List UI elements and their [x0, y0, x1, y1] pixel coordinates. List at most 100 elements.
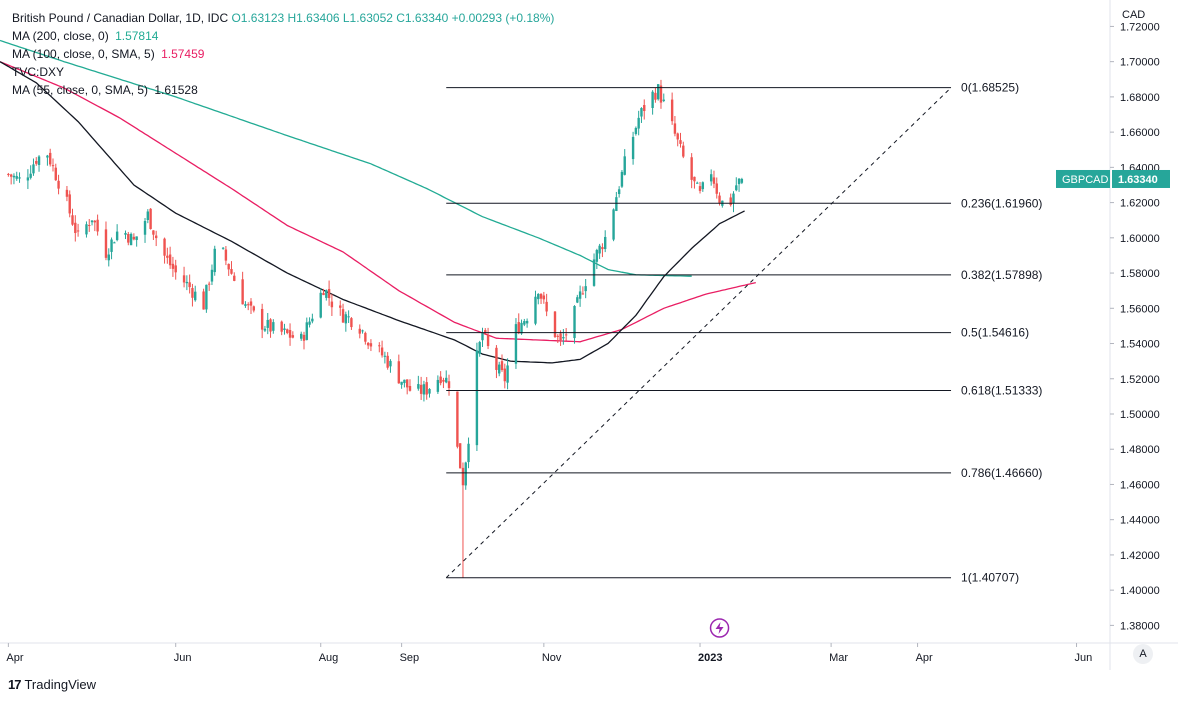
candle-body [182, 275, 186, 283]
candle [241, 271, 244, 305]
candle-body [537, 293, 540, 300]
candle-body [484, 330, 487, 334]
auto-scale-button[interactable]: A [1133, 644, 1153, 664]
candle-body [227, 263, 230, 270]
candle-body [319, 292, 322, 318]
candle [620, 169, 624, 188]
candle-body [221, 247, 225, 249]
candle-body [146, 211, 150, 220]
legend-ma55[interactable]: MA (55, close, 0, SMA, 5) 1.61528 [12, 81, 554, 99]
candle [425, 377, 428, 400]
candle-body [467, 443, 470, 463]
candle [592, 253, 596, 287]
legend-ma100[interactable]: MA (100, close, 0, SMA, 5) 1.57459 [12, 45, 554, 63]
candle-body [272, 322, 275, 331]
candle-body [422, 384, 426, 395]
candle-body [729, 197, 732, 206]
candle-body [651, 91, 654, 108]
candle [344, 311, 348, 332]
ma200-label: MA (200, close, 0) [12, 29, 109, 43]
candle [29, 165, 32, 180]
candle-body [517, 322, 520, 334]
candle [389, 359, 392, 373]
candle-body [308, 321, 311, 325]
candle-body [171, 263, 175, 269]
candle-body [654, 92, 657, 100]
candle [422, 380, 426, 402]
candle-body [96, 219, 99, 232]
candle-body [640, 108, 643, 117]
legend-ma200[interactable]: MA (200, close, 0) 1.57814 [12, 27, 554, 45]
candle [227, 263, 230, 276]
candle-body [15, 176, 18, 179]
candle-body [709, 174, 713, 182]
candle-body [49, 152, 52, 165]
candle [288, 323, 292, 346]
candle-body [701, 182, 705, 190]
y-tick-label: 1.52000 [1120, 374, 1160, 386]
candle-body [676, 133, 679, 140]
candle-body [129, 233, 133, 246]
candle-body [690, 157, 693, 180]
candle-body [498, 364, 501, 374]
candle-body [76, 230, 80, 232]
candle [182, 266, 186, 288]
candle-body [247, 304, 250, 306]
candle [712, 170, 716, 189]
candle-body [525, 320, 529, 324]
candle-body [286, 329, 289, 333]
y-tick-label: 1.42000 [1120, 550, 1160, 562]
candle [634, 126, 638, 136]
candle-body [461, 467, 465, 486]
candle-body [37, 156, 41, 165]
candle-body [266, 319, 269, 328]
candle-body [564, 334, 568, 336]
candle-body [341, 309, 345, 323]
candle-body [698, 186, 702, 191]
candle [171, 256, 175, 277]
candle [330, 294, 334, 316]
candle-body [559, 333, 562, 341]
candle [146, 209, 150, 224]
candle-body [300, 333, 303, 339]
candle [37, 155, 41, 172]
candle-body [188, 282, 191, 288]
legend-main[interactable]: British Pound / Canadian Dollar, 1D, IDC… [12, 9, 554, 27]
candle [96, 214, 99, 236]
candle-body [576, 297, 579, 303]
candle [305, 317, 308, 341]
candle [115, 224, 119, 242]
fib-trend-line [445, 87, 952, 579]
candle [556, 334, 559, 344]
candle-body [442, 379, 445, 382]
candle-body [26, 177, 30, 181]
candle [693, 176, 696, 189]
candle-body [358, 328, 361, 334]
candle-body [149, 208, 152, 230]
candle [163, 237, 166, 264]
footer-branding[interactable]: 17 TradingView [8, 677, 96, 692]
candle-body [283, 328, 286, 330]
candle-body [110, 239, 113, 252]
candle-body [263, 328, 267, 331]
candle [272, 319, 275, 334]
candle [57, 174, 60, 195]
lightning-icon[interactable] [709, 618, 730, 638]
candle-body [378, 345, 381, 347]
legend-dxy[interactable]: TVC:DXY [12, 63, 554, 81]
candle-body [252, 306, 255, 311]
candle [461, 462, 465, 578]
candle-body [327, 288, 331, 299]
candle-body [260, 308, 264, 330]
candle [378, 342, 381, 353]
candle-body [481, 332, 484, 341]
candle-body [230, 269, 233, 274]
x-tick-label: Jun [174, 652, 192, 664]
y-tick-label: 1.54000 [1120, 339, 1160, 351]
ma200-line [0, 39, 692, 277]
price-tag: GBPCAD 1.63340 [1056, 169, 1170, 188]
candle [419, 376, 423, 400]
candle-body [718, 195, 721, 204]
